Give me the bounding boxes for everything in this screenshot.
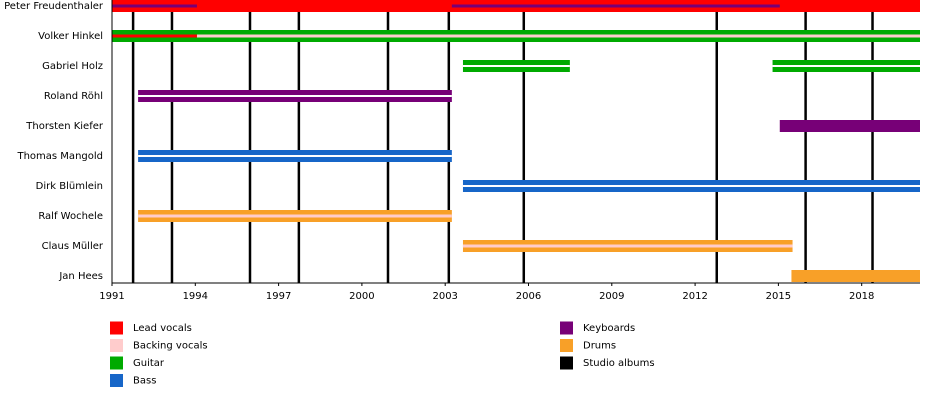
x-tick-label: 2012 (682, 291, 707, 302)
role-bar (112, 4, 197, 8)
role-bar (112, 34, 920, 38)
legend-label: Bass (133, 376, 156, 387)
legend-swatch (110, 356, 123, 370)
role-bar (112, 34, 197, 38)
legend-swatch (560, 356, 573, 370)
legend-swatch (110, 339, 123, 352)
member-label: Thorsten Kiefer (25, 121, 104, 132)
x-tick-label: 2009 (599, 291, 624, 302)
member-label: Ralf Wochele (38, 211, 103, 222)
bar-stripe (138, 95, 452, 97)
member-label: Thomas Mangold (16, 151, 103, 162)
bar-stripe (772, 65, 920, 67)
role-bar (779, 120, 920, 132)
legend-label: Drums (583, 341, 616, 352)
bar-stripe (462, 65, 570, 67)
member-label: Roland Röhl (44, 91, 103, 102)
x-tick-label: 1994 (183, 291, 208, 302)
x-tick-label: 2003 (432, 291, 457, 302)
legend-swatch (560, 321, 573, 335)
x-tick-label: 2018 (849, 291, 874, 302)
legend-swatch (110, 374, 123, 387)
legend-label: Backing vocals (133, 341, 208, 352)
member-label: Volker Hinkel (38, 31, 103, 42)
role-bar (451, 4, 780, 8)
role-bar (462, 244, 793, 248)
legend-label: Lead vocals (133, 323, 192, 334)
x-tick-label: 2000 (349, 291, 374, 302)
bar-stripe (138, 155, 452, 157)
bar-stripe (462, 185, 920, 187)
x-tick-label: 1991 (99, 291, 124, 302)
member-label: Gabriel Holz (42, 61, 103, 72)
x-tick-label: 2006 (516, 291, 541, 302)
legend-swatch (560, 339, 573, 352)
member-label: Claus Müller (42, 241, 104, 252)
member-label: Jan Hees (58, 271, 103, 282)
x-tick-label: 1997 (266, 291, 291, 302)
legend-label: Keyboards (583, 323, 635, 334)
member-label: Dirk Blümlein (36, 181, 103, 192)
x-tick-label: 2015 (766, 291, 791, 302)
legend-label: Studio albums (583, 358, 655, 369)
member-label: Peter Freudenthaler (4, 1, 104, 12)
role-bar (791, 270, 920, 282)
role-bar (138, 214, 452, 218)
legend-swatch (110, 321, 123, 335)
legend-label: Guitar (133, 358, 165, 369)
